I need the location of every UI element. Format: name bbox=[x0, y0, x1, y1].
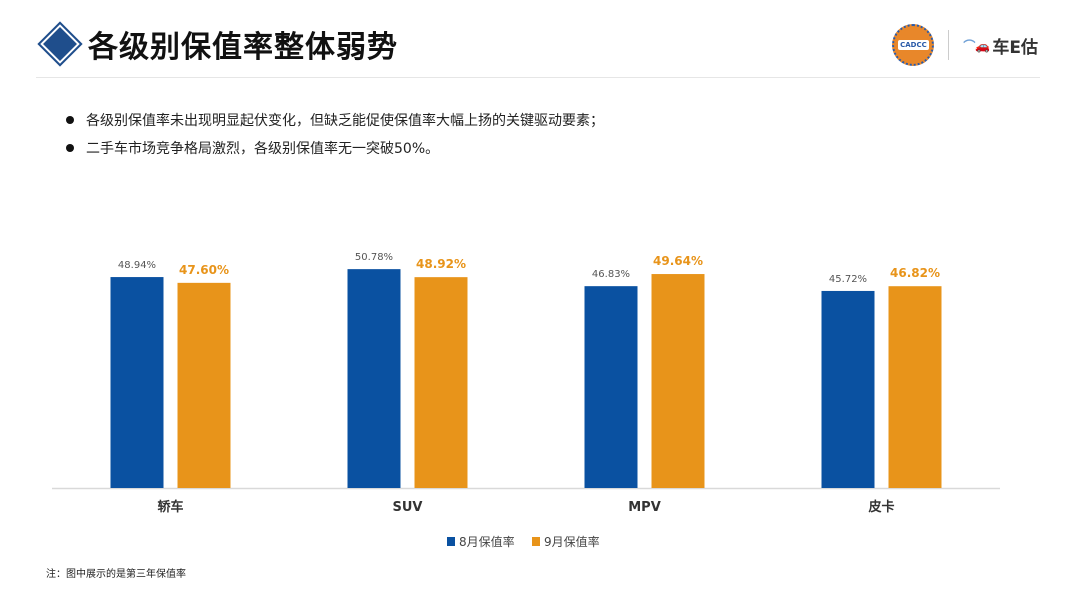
x-tick-label: SUV bbox=[393, 500, 423, 515]
bullet-list: 各级别保值率未出现明显起伏变化，但缺乏能促使保值率大幅上扬的关键驱动要素； 二手… bbox=[66, 106, 604, 162]
page-title: 各级别保值率整体弱势 bbox=[88, 30, 398, 65]
bar-sep bbox=[888, 286, 942, 488]
footnote: 注：图中展示的是第三年保值率 bbox=[46, 569, 186, 580]
cadcc-logo: CADCC bbox=[892, 24, 935, 66]
legend-label: 9月保值率 bbox=[544, 534, 600, 549]
legend-swatch bbox=[447, 537, 455, 546]
header-divider bbox=[36, 77, 1040, 78]
data-label: 47.60% bbox=[179, 263, 229, 277]
x-tick-label: 轿车 bbox=[157, 499, 183, 515]
data-label: 49.64% bbox=[653, 254, 703, 268]
data-label: 46.83% bbox=[592, 269, 630, 280]
bar-sep bbox=[414, 277, 468, 488]
bullet-icon bbox=[66, 144, 74, 152]
bar-aug bbox=[821, 290, 875, 488]
car-icon: ⌒🚗 bbox=[963, 38, 991, 53]
logo-divider bbox=[948, 30, 950, 60]
data-label: 48.92% bbox=[416, 257, 466, 271]
header: 各级别保值率整体弱势 bbox=[37, 21, 398, 67]
data-label: 46.82% bbox=[890, 266, 940, 280]
legend-label: 8月保值率 bbox=[459, 534, 515, 549]
legend-swatch bbox=[532, 537, 540, 546]
logos: CADCC ⌒🚗 车E估 bbox=[892, 24, 1038, 66]
bar-sep bbox=[177, 282, 231, 488]
bullet-item: 各级别保值率未出现明显起伏变化，但缺乏能促使保值率大幅上扬的关键驱动要素； bbox=[66, 106, 604, 134]
bar-aug bbox=[110, 277, 164, 488]
chee-gu-logo: ⌒🚗 车E估 bbox=[963, 37, 1038, 58]
data-label: 50.78% bbox=[355, 252, 393, 263]
data-label: 48.94% bbox=[118, 260, 156, 271]
x-tick-label: 皮卡 bbox=[867, 499, 894, 515]
data-label: 45.72% bbox=[829, 274, 867, 285]
bar-sep bbox=[651, 274, 705, 488]
bullet-item: 二手车市场竞争格局激烈，各级别保值率无一突破50%。 bbox=[66, 134, 604, 162]
bar-aug bbox=[347, 269, 401, 488]
bar-aug bbox=[584, 286, 638, 488]
x-tick-label: MPV bbox=[628, 500, 661, 515]
bullet-icon bbox=[66, 116, 74, 124]
